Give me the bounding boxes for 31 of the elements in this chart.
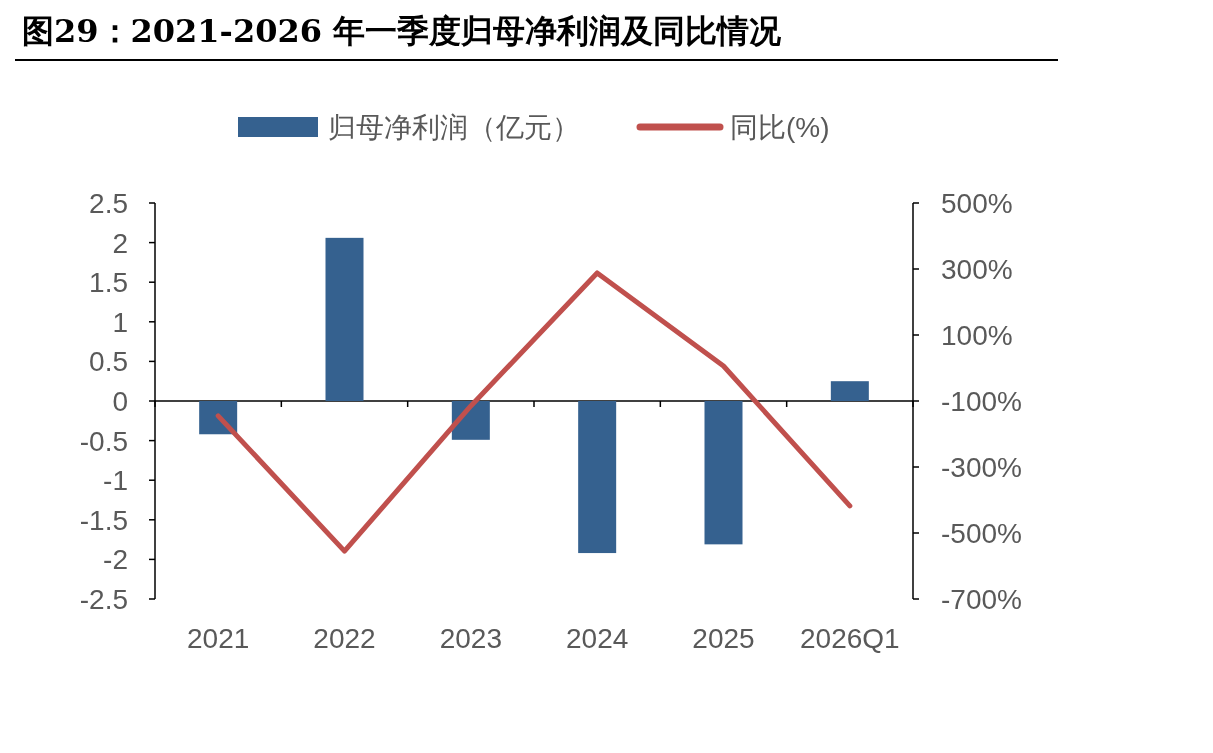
y2-tick-label: -100% [941,386,1022,417]
x-tick-label: 2026Q1 [800,623,900,654]
bar [325,237,364,401]
y2-tick-label: -500% [941,518,1022,549]
y-tick-label: 0 [112,386,128,417]
chart-title: 图29：2021-2026 年一季度归母净利润及同比情况 [22,12,783,50]
x-tick-label: 2021 [187,623,250,654]
y-tick-label: -0.5 [79,425,128,457]
legend-label: 同比(%) [730,112,830,143]
x-tick-label: 2023 [439,623,502,654]
y-tick-label: 2.5 [89,188,128,219]
y-tick-label: -2 [103,544,128,576]
x-tick-label: 2024 [566,623,629,654]
y2-tick-label: 100% [941,320,1013,351]
legend-label: 归母净利润（亿元） [328,112,580,143]
y-tick-label: 1.5 [89,267,128,299]
y2-tick-label: -700% [941,584,1022,615]
y-tick-label: 1 [112,306,128,338]
x-tick-label: 2022 [313,623,376,654]
y-tick-label: -1.5 [79,504,128,536]
y2-tick-label: 300% [941,254,1013,285]
y-tick-label: 2 [112,227,128,259]
y2-tick-label: 500% [941,188,1013,219]
y-tick-label: 0.5 [89,346,128,378]
y-tick-label: -2.5 [79,584,128,615]
bar [704,401,743,545]
bar [830,381,869,401]
bar [578,401,617,554]
y2-tick-label: -300% [941,452,1022,483]
y-tick-label: -1 [103,465,128,497]
x-tick-label: 2025 [692,623,755,654]
